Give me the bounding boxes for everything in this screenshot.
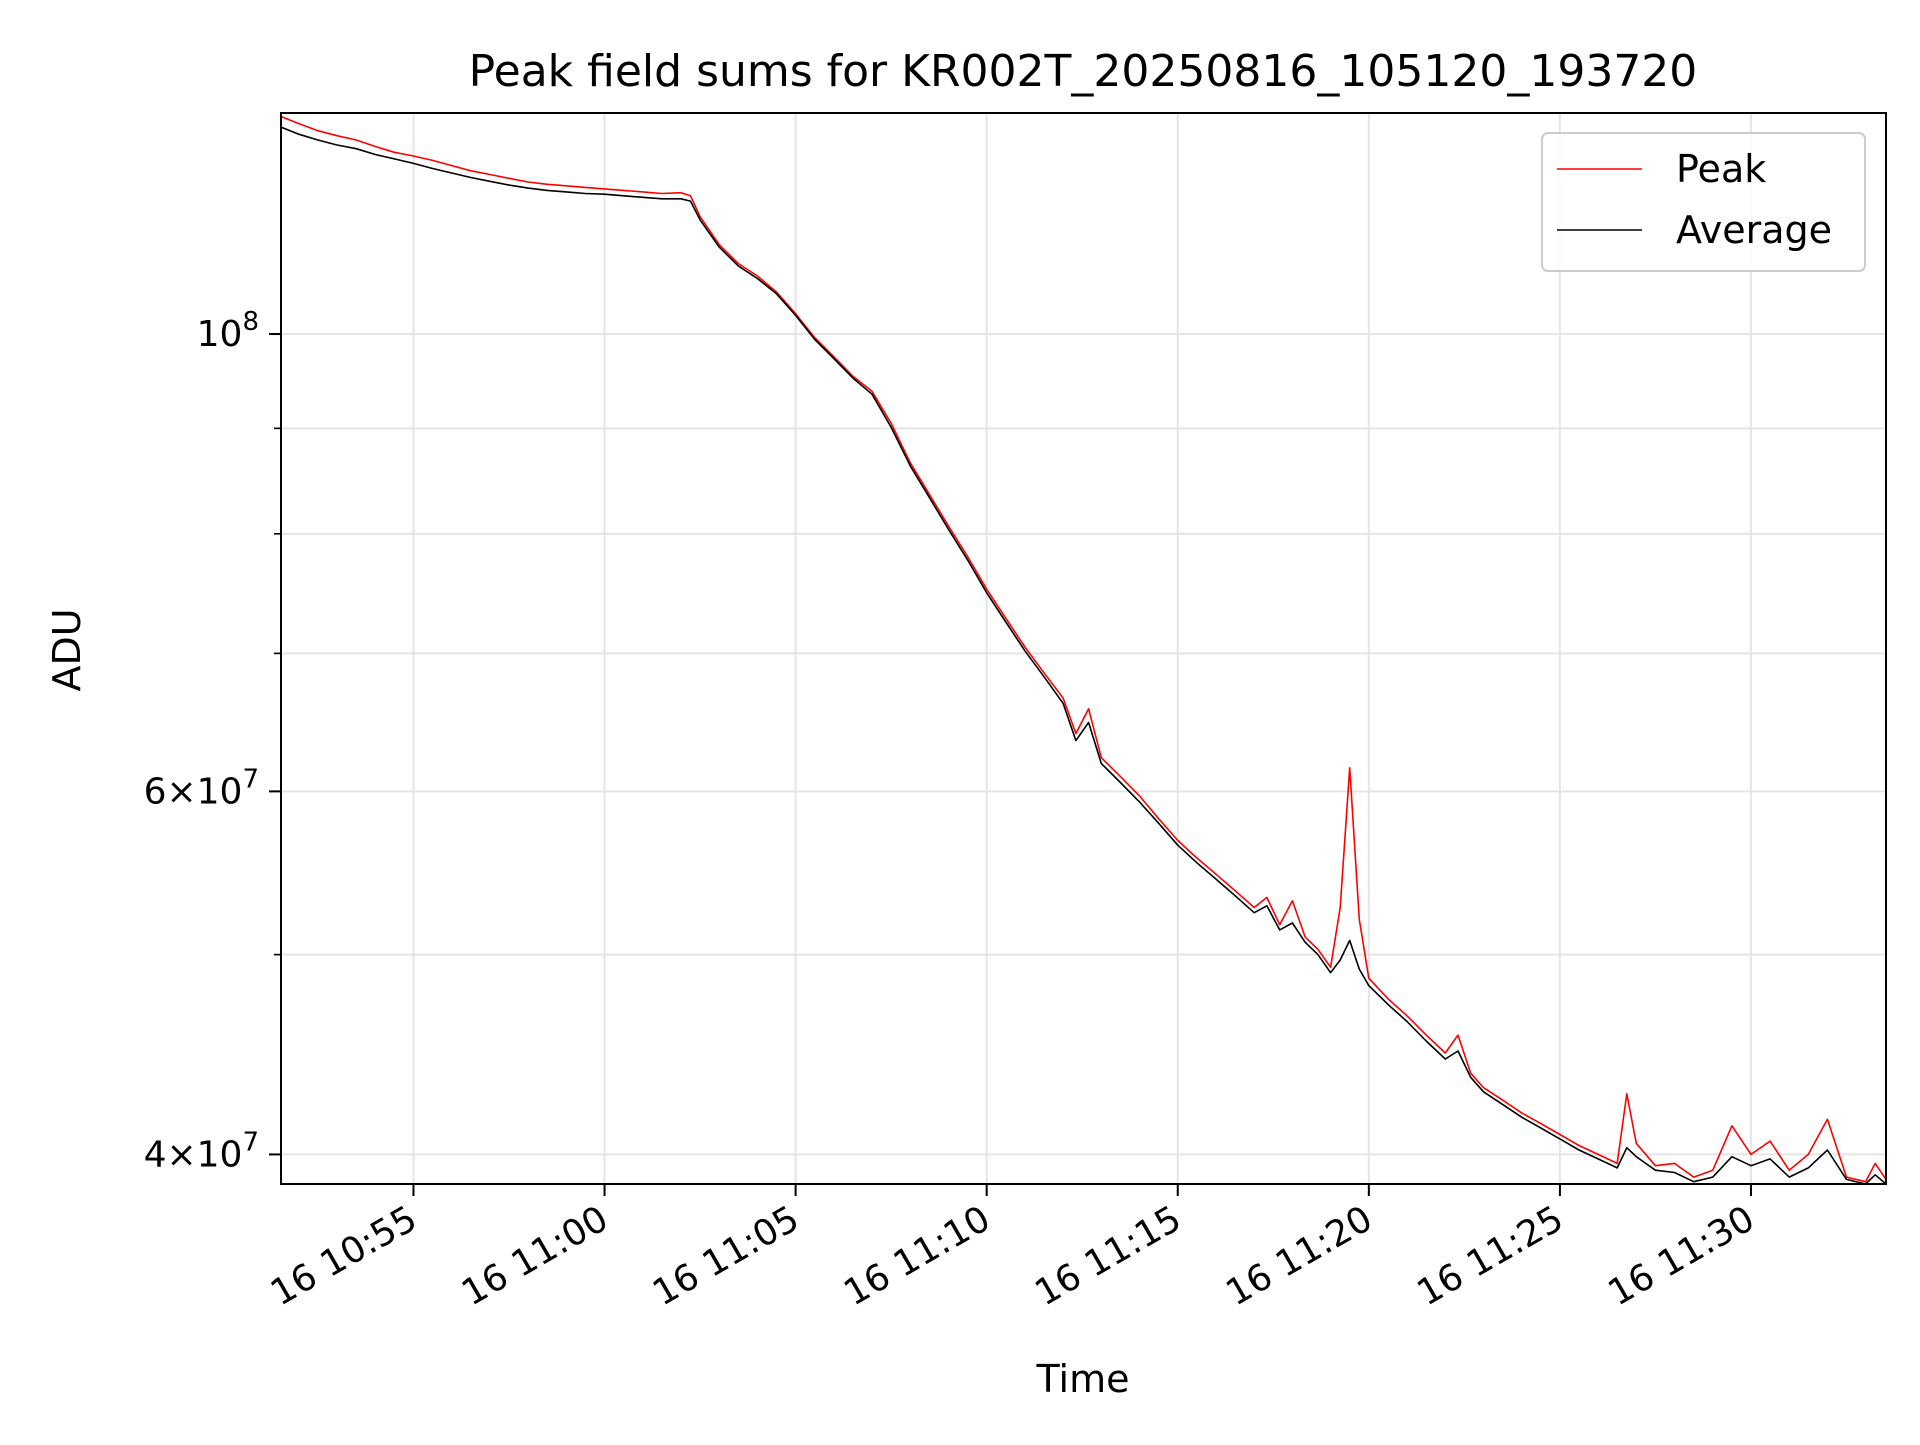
y-tick-exponent: 7 [242,764,259,794]
y-axis-label: ADU [45,608,89,691]
series-line-peak [280,115,1887,1183]
y-tick-exponent: 7 [242,1127,259,1157]
y-tick-mantissa: 6 [144,771,167,812]
legend-box [1541,132,1866,272]
y-tick-base: 10 [197,1134,243,1175]
series-line-average [280,126,1887,1185]
y-tick-times: × [166,1134,196,1175]
legend-label-average: Average [1676,208,1832,252]
plot-frame [280,112,1887,1185]
y-tick-times: × [166,771,196,812]
plot-series [280,115,1887,1185]
y-tick-label: 6×107 [144,764,259,812]
y-tick-base: 10 [197,314,243,355]
y-tick-exponent: 8 [242,307,259,337]
x-axis-label: Time [1036,1357,1130,1401]
y-tick-label: 108 [197,307,259,355]
y-tick-mantissa: 4 [144,1134,167,1175]
y-tick-label: 4×107 [144,1127,259,1175]
legend-label-peak: Peak [1676,147,1766,191]
chart-title: Peak field sums for KR002T_20250816_1051… [469,46,1698,97]
legend: Peak Average [1541,132,1866,272]
y-tick-base: 10 [197,771,243,812]
grid [281,113,1886,1184]
